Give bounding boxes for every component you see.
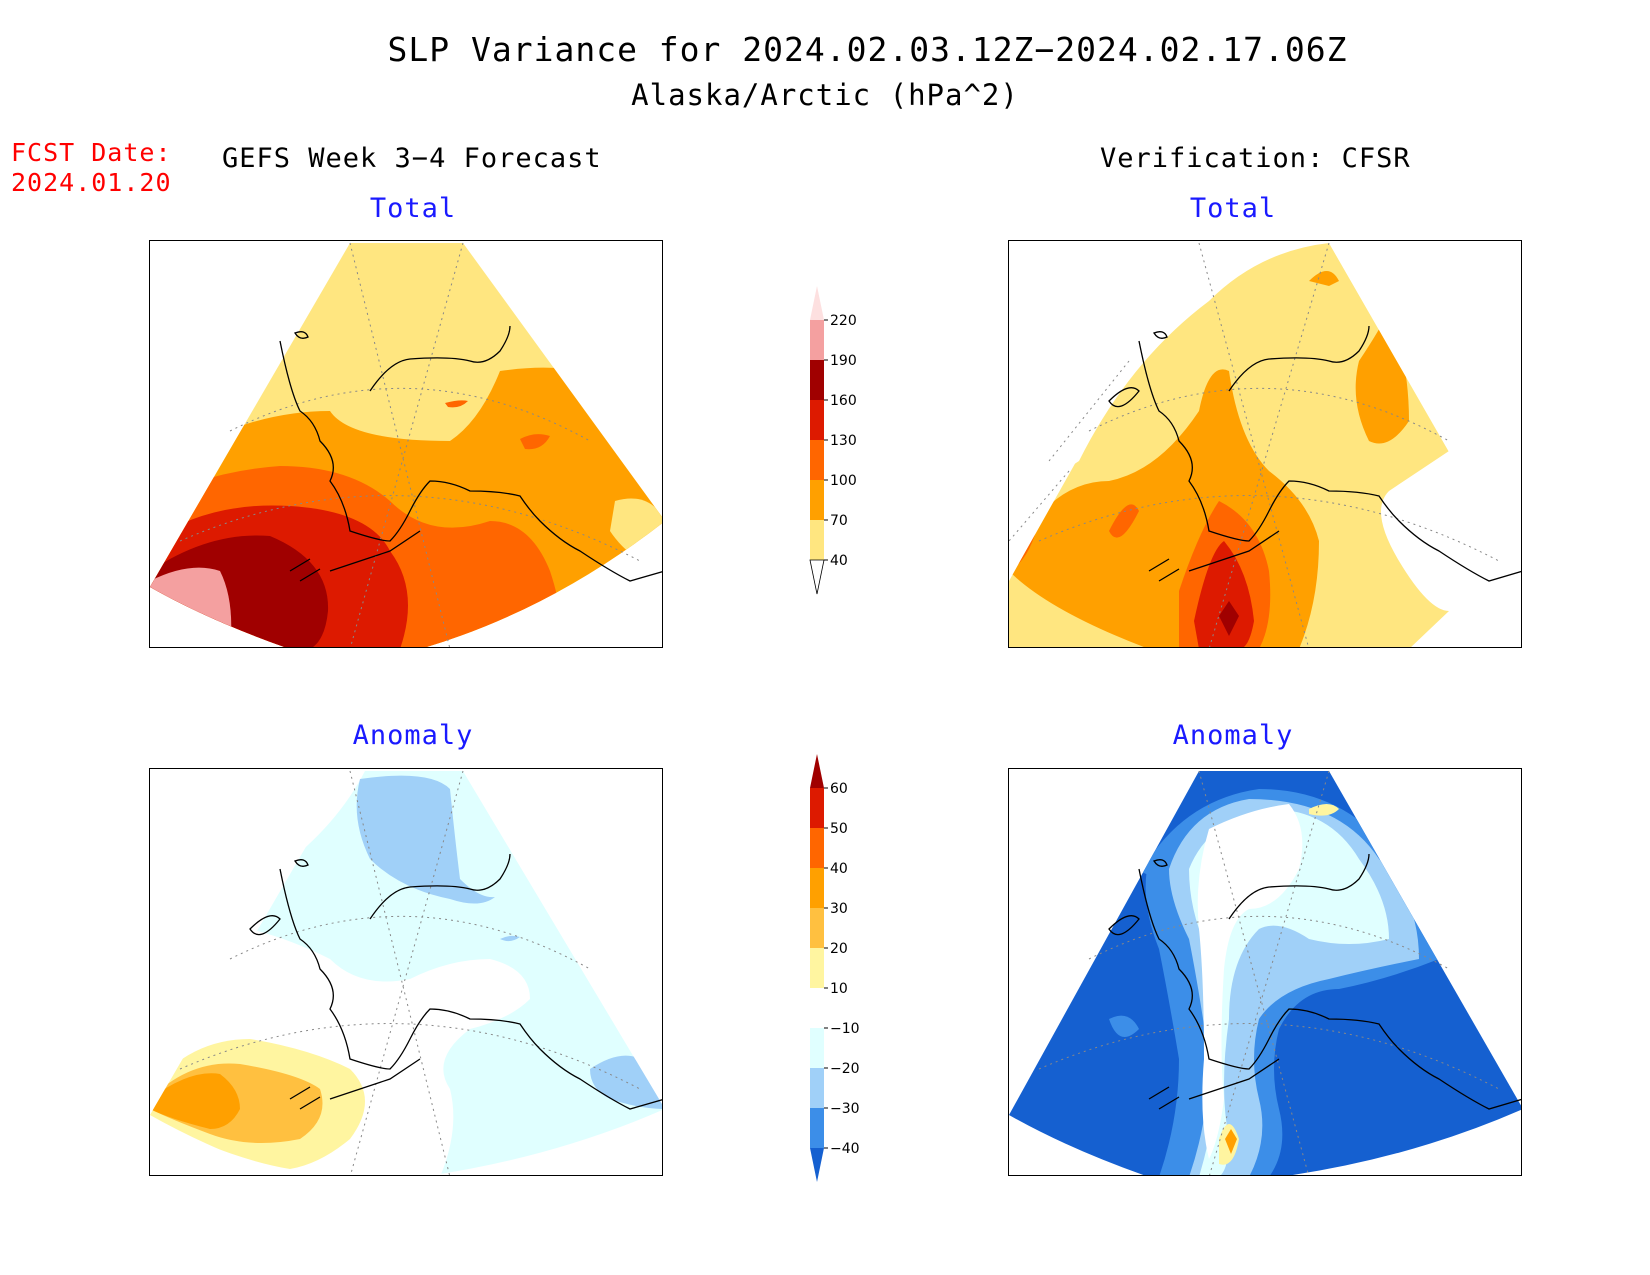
colorbar-tick-label: 190 (830, 353, 857, 369)
chart-title: SLP Variance for 2024.02.03.12Z−2024.02.… (387, 30, 1348, 69)
colorbar-arrow-top (810, 754, 824, 788)
coastline (279, 325, 662, 582)
colorbar-tick-label: 50 (830, 821, 848, 837)
colorbar-tick-label: 130 (830, 433, 857, 449)
colorbar-box (810, 1068, 824, 1108)
fill-100-130-spot2 (445, 400, 468, 408)
fill-130-160 (1194, 541, 1254, 647)
fill-pos-30-40 (150, 1073, 240, 1129)
colorbar-box (810, 988, 824, 1028)
fill-70-100-n (1309, 271, 1339, 286)
graticule (1038, 770, 1500, 1175)
verification-anomaly-title: Anomaly (1172, 720, 1294, 751)
colorbar-tick-label: 220 (830, 313, 857, 329)
fill-neutral (1197, 804, 1303, 1159)
colorbar-box (810, 480, 824, 520)
colorbar-tick-label: 70 (830, 513, 848, 529)
colorbar-tick-label: 160 (830, 393, 857, 409)
colorbar-arrow-bottom (809, 559, 825, 595)
verification-column-heading: Verification: CFSR (1100, 143, 1411, 174)
colorbar-tick-label: −20 (830, 1061, 860, 1077)
colorbar-box (810, 400, 824, 440)
forecast-total-title: Total (369, 193, 457, 224)
colorbar-box (810, 360, 824, 400)
colorbar-tick-label: 40 (830, 861, 848, 877)
colorbar-box (810, 788, 824, 828)
colorbar-tick-label: 100 (830, 473, 857, 489)
fill-160-190 (1219, 601, 1239, 636)
forecast-column-heading: GEFS Week 3−4 Forecast (222, 143, 602, 174)
fill-neg-10-20 (250, 771, 662, 1175)
forecast-anomaly-title: Anomaly (352, 720, 474, 751)
colorbar-box (810, 1028, 824, 1068)
colorbar-box (810, 1108, 824, 1148)
fill-100-130-w (1109, 504, 1139, 538)
fill-neg-30-40-spot (1109, 1015, 1139, 1037)
fill-neg-30-40-n (1109, 829, 1159, 879)
colorbar-tick-label: 20 (830, 941, 848, 957)
fill-190-220 (150, 567, 232, 647)
verification-total-title: Total (1189, 193, 1277, 224)
colorbar-tick-label: −30 (830, 1101, 860, 1117)
colorbar-tick-label: −40 (830, 1141, 860, 1157)
forecast-total-map (149, 240, 663, 648)
coastline (1108, 853, 1521, 1110)
colorbar-box (810, 948, 824, 988)
total-colorbar: 220 190 160 130 100 70 40 (790, 280, 870, 610)
coastline (1108, 325, 1521, 582)
anomaly-colorbar: 60 50 40 30 20 10 −10 −20 −30 −40 (790, 748, 870, 1198)
colorbar-arrow-bottom (810, 1148, 824, 1182)
colorbar-tick-label: 60 (830, 781, 848, 797)
colorbar-tick-label: 10 (830, 981, 848, 997)
coastline (249, 853, 662, 1110)
graticule (1009, 242, 1500, 647)
colorbar-box (810, 868, 824, 908)
colorbar-box (810, 520, 824, 560)
colorbar-arrow-top (810, 286, 824, 320)
colorbar-box (810, 828, 824, 868)
graticule (179, 770, 641, 1175)
forecast-anomaly-map (149, 768, 663, 1176)
colorbar-box (810, 908, 824, 948)
graticule (179, 242, 641, 647)
fill-neg-20-30 (356, 775, 495, 904)
fill-100-130-spot (520, 434, 550, 450)
colorbar-tick-label: 40 (830, 553, 848, 569)
colorbar-tick-label: −10 (830, 1021, 860, 1037)
fill-pos-30-40-spot (1225, 1129, 1237, 1154)
forecast-date-label: FCST Date: (11, 138, 172, 167)
chart-subtitle: Alaska/Arctic (hPa^2) (631, 78, 1019, 112)
verification-total-map (1008, 240, 1522, 648)
colorbar-box (810, 320, 824, 360)
colorbar-box (810, 440, 824, 480)
colorbar-tick-label: 30 (830, 901, 848, 917)
fill-40-70-se (610, 498, 662, 571)
fill-neg-20-30-spot (500, 935, 520, 942)
verification-anomaly-map (1008, 768, 1522, 1176)
forecast-date-value: 2024.01.20 (11, 168, 172, 197)
